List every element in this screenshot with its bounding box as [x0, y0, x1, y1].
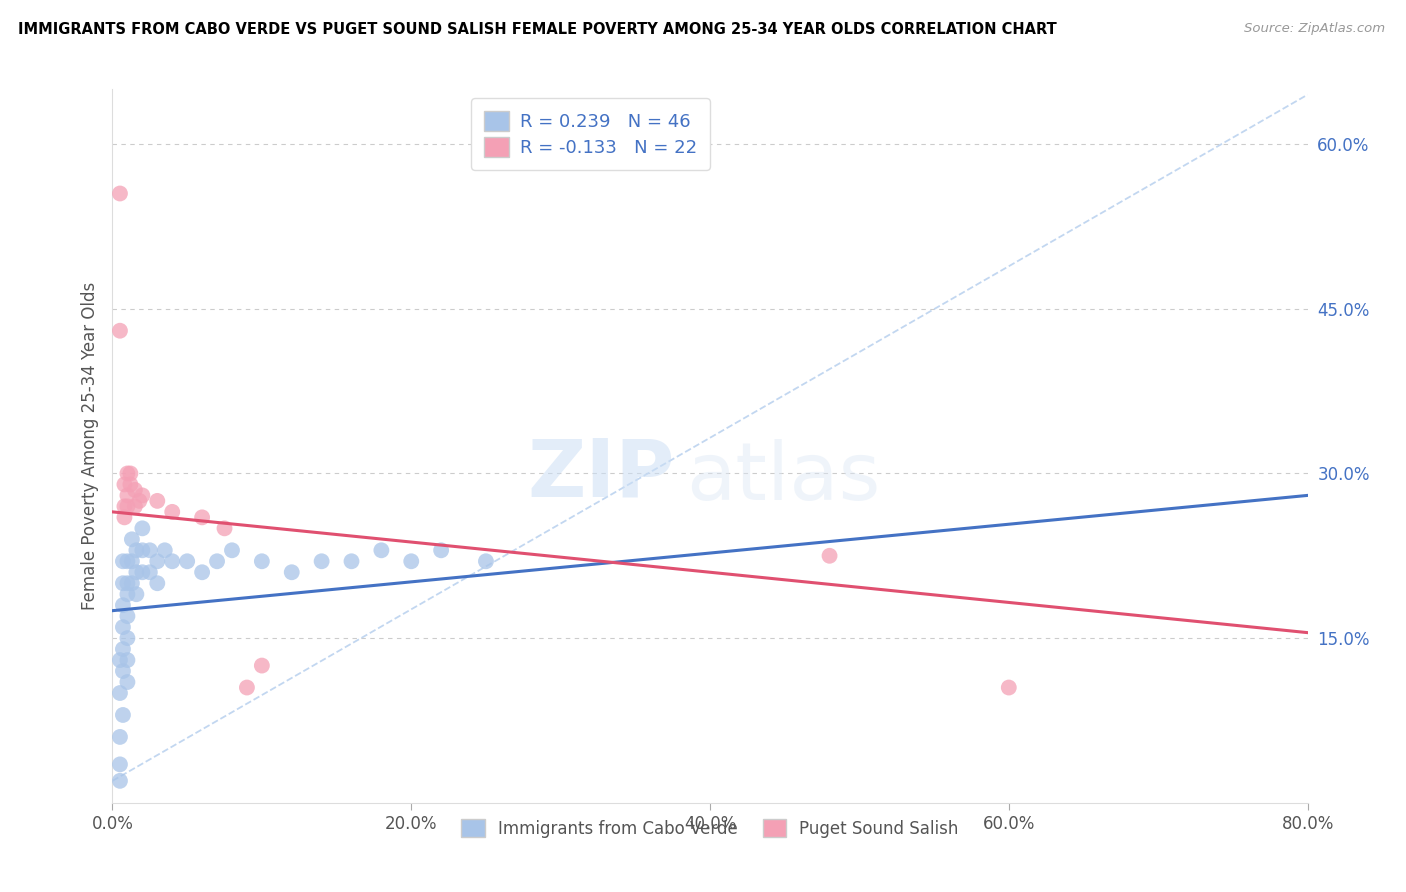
Text: IMMIGRANTS FROM CABO VERDE VS PUGET SOUND SALISH FEMALE POVERTY AMONG 25-34 YEAR: IMMIGRANTS FROM CABO VERDE VS PUGET SOUN… [18, 22, 1057, 37]
Point [131, 566, 153, 580]
Point [111, 664, 134, 678]
Point [370, 543, 392, 558]
Point [108, 730, 131, 744]
Point [162, 554, 183, 568]
Point [146, 554, 169, 568]
Point [108, 653, 131, 667]
Point [250, 554, 273, 568]
Point [117, 488, 139, 502]
Point [120, 477, 142, 491]
Point [111, 598, 134, 612]
Point [176, 554, 198, 568]
Point [125, 566, 148, 580]
Point [430, 543, 453, 558]
Text: ZIP: ZIP [527, 435, 675, 514]
Point [117, 500, 139, 514]
Point [111, 576, 134, 591]
Point [250, 658, 273, 673]
Point [818, 549, 841, 563]
Point [114, 477, 135, 491]
Point [191, 510, 214, 524]
Point [117, 609, 139, 624]
Point [114, 500, 135, 514]
Point [108, 757, 131, 772]
Point [146, 576, 169, 591]
Point [111, 642, 134, 657]
Point [124, 500, 146, 514]
Point [139, 566, 162, 580]
Point [108, 324, 131, 338]
Point [340, 554, 363, 568]
Point [117, 576, 139, 591]
Point [111, 620, 134, 634]
Text: Source: ZipAtlas.com: Source: ZipAtlas.com [1244, 22, 1385, 36]
Point [162, 505, 183, 519]
Legend: Immigrants from Cabo Verde, Puget Sound Salish: Immigrants from Cabo Verde, Puget Sound … [451, 809, 969, 848]
Point [111, 554, 134, 568]
Point [117, 675, 139, 690]
Point [281, 566, 304, 580]
Point [146, 494, 169, 508]
Point [117, 467, 139, 481]
Point [117, 587, 139, 601]
Point [108, 186, 131, 201]
Point [121, 576, 143, 591]
Point [117, 653, 139, 667]
Point [128, 494, 150, 508]
Point [153, 543, 176, 558]
Point [191, 566, 214, 580]
Point [221, 543, 243, 558]
Point [120, 467, 142, 481]
Point [139, 543, 162, 558]
Point [117, 554, 139, 568]
Point [114, 510, 135, 524]
Point [125, 543, 148, 558]
Point [131, 521, 153, 535]
Point [475, 554, 498, 568]
Point [131, 543, 153, 558]
Text: atlas: atlas [686, 439, 880, 517]
Point [121, 533, 143, 547]
Point [121, 554, 143, 568]
Point [401, 554, 423, 568]
Point [111, 708, 134, 723]
Point [998, 681, 1021, 695]
Y-axis label: Female Poverty Among 25-34 Year Olds: Female Poverty Among 25-34 Year Olds [80, 282, 98, 610]
Point [108, 773, 131, 788]
Point [236, 681, 259, 695]
Point [214, 521, 236, 535]
Point [205, 554, 228, 568]
Point [117, 631, 139, 645]
Point [125, 587, 148, 601]
Point [311, 554, 333, 568]
Point [108, 686, 131, 700]
Point [131, 488, 153, 502]
Point [124, 483, 146, 497]
